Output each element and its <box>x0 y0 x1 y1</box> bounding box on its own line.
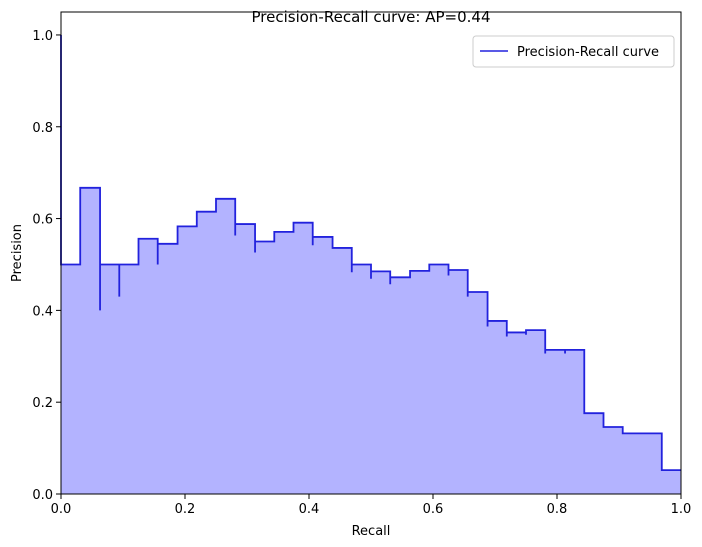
x-tick-label: 0.6 <box>423 502 444 517</box>
x-tick-label: 0.0 <box>51 502 72 517</box>
y-tick-labels: 0.0 0.2 0.4 0.6 0.8 1.0 <box>32 29 53 503</box>
legend: Precision-Recall curve <box>472 35 675 68</box>
y-tick-label: 0.6 <box>32 213 53 228</box>
x-tick-label: 0.4 <box>299 502 320 517</box>
x-tick-labels: 0.0 0.2 0.4 0.6 0.8 1.0 <box>51 502 692 517</box>
plot-area <box>56 11 682 499</box>
y-tick-label: 0.2 <box>32 396 53 411</box>
chart-title: Precision-Recall curve: AP=0.44 <box>252 8 491 26</box>
x-tick-label: 0.2 <box>175 502 196 517</box>
legend-box <box>472 35 675 68</box>
x-tick-label: 0.8 <box>547 502 568 517</box>
y-tick-label: 0.8 <box>32 121 53 136</box>
axis-ticks <box>56 34 682 499</box>
pr-curve-fill <box>61 34 681 494</box>
axes-frame <box>60 11 682 495</box>
y-tick-label: 0.4 <box>32 304 53 319</box>
y-tick-label: 0.0 <box>32 488 53 503</box>
y-tick-label: 1.0 <box>32 29 53 44</box>
x-tick-label: 1.0 <box>671 502 692 517</box>
y-axis-label: Precision <box>10 224 25 282</box>
pr-curve-line <box>60 34 681 472</box>
legend-entry: Precision-Recall curve <box>517 45 659 60</box>
x-axis-label: Recall <box>352 524 391 539</box>
